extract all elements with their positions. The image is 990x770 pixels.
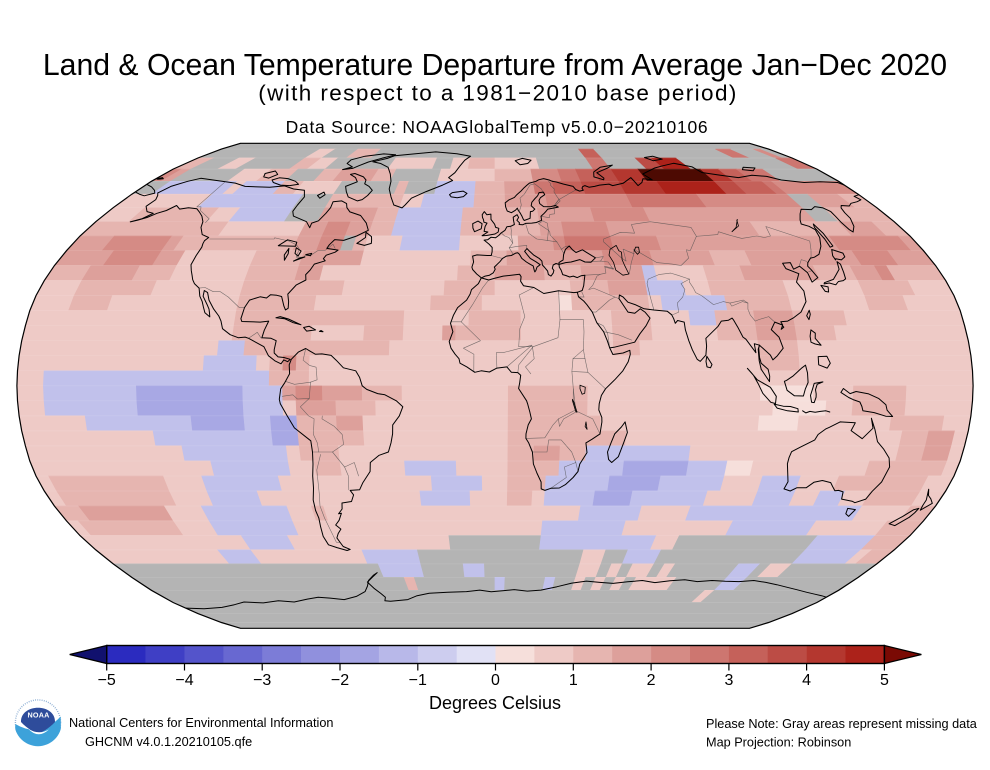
svg-text:Degrees Celsius: Degrees Celsius [429,693,561,713]
svg-text:Map Projection: Robinson: Map Projection: Robinson [706,736,851,750]
svg-text:Data Source: NOAAGlobalTemp v5: Data Source: NOAAGlobalTemp v5.0.0−20210… [286,117,709,137]
svg-text:5: 5 [880,672,889,689]
svg-text:0: 0 [491,672,500,689]
svg-text:−2: −2 [331,672,349,689]
svg-text:1: 1 [569,672,578,689]
svg-text:Please Note: Gray areas repres: Please Note: Gray areas represent missin… [706,717,978,731]
svg-text:3: 3 [724,672,733,689]
svg-text:−5: −5 [98,672,116,689]
svg-text:GHCNM v4.0.1.20210105.qfe: GHCNM v4.0.1.20210105.qfe [85,735,252,749]
svg-text:−1: −1 [409,672,427,689]
svg-text:National Centers for Environme: National Centers for Environmental Infor… [69,716,333,730]
svg-text:4: 4 [802,672,811,689]
svg-text:−4: −4 [175,672,193,689]
svg-text:(with respect to a 1981−2010 b: (with respect to a 1981−2010 base period… [258,81,738,106]
svg-text:NOAA: NOAA [28,711,50,720]
svg-text:Land & Ocean Temperature Depar: Land & Ocean Temperature Departure from … [43,49,947,82]
svg-text:2: 2 [647,672,656,689]
svg-text:−3: −3 [253,672,271,689]
